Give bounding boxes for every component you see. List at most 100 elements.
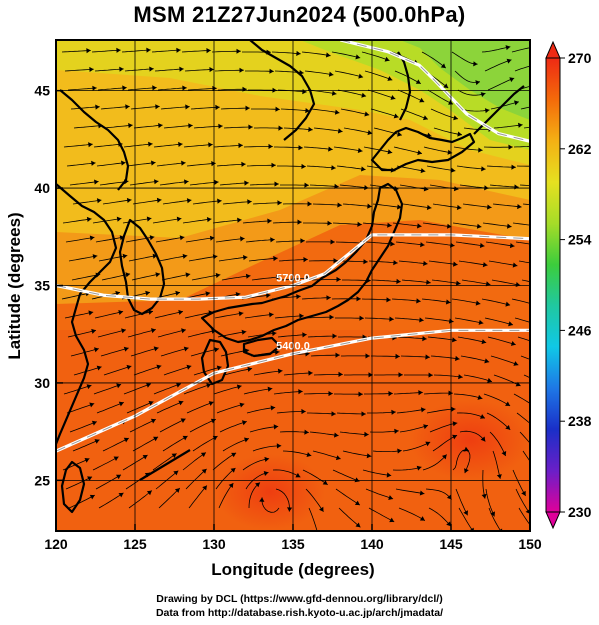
streamline-arrowhead (218, 123, 223, 129)
y-axis: 25 30 35 40 45 (34, 83, 63, 488)
streamline (193, 366, 222, 376)
streamline-arrowhead (183, 346, 189, 352)
streamline-arrowhead (119, 66, 124, 72)
streamline-arrowhead (446, 521, 451, 527)
ryukyu-islands (139, 449, 191, 481)
streamline (282, 450, 312, 457)
streamline (154, 311, 184, 319)
streamline-arrowhead (206, 217, 212, 223)
streamline (454, 70, 481, 83)
streamline (343, 127, 373, 134)
streamline (399, 425, 429, 433)
streamline-arrowhead (217, 198, 222, 204)
streamline (311, 279, 341, 281)
streamline (218, 256, 248, 262)
streamline (126, 401, 154, 414)
streamline (245, 239, 275, 243)
streamline (307, 412, 336, 415)
streamline-arrowhead (211, 161, 216, 167)
streamline (367, 89, 396, 100)
streamline-arrowhead (173, 470, 179, 476)
streamline (369, 430, 399, 433)
streamline-arrowhead (185, 272, 191, 278)
streamline (62, 218, 92, 224)
streamline-arrowhead (423, 186, 429, 192)
streamline-arrowhead (505, 301, 511, 307)
y-tick-label: 30 (34, 375, 50, 391)
streamline (313, 127, 343, 132)
streamline (520, 106, 530, 110)
streamline (490, 101, 519, 110)
streamline-arrowhead (419, 317, 424, 323)
streamline (279, 431, 309, 433)
streamline (188, 485, 208, 509)
streamline (462, 449, 471, 474)
streamline-arrowhead (121, 328, 126, 334)
streamline-arrowhead (87, 476, 93, 481)
streamline-arrowhead (368, 372, 373, 378)
streamline (511, 298, 530, 304)
streamline-arrowhead (91, 328, 96, 334)
streamline-arrowhead (274, 181, 279, 187)
colorbar-tick-label: 262 (568, 141, 592, 157)
streamline-arrowhead (397, 204, 402, 210)
streamline-arrowhead (393, 260, 398, 266)
streamline (310, 354, 340, 357)
streamline-arrowhead (235, 292, 241, 298)
streamline (223, 368, 253, 376)
streamline-arrowhead (538, 322, 543, 327)
streamline-arrowhead (366, 453, 372, 459)
streamline-arrowhead (238, 311, 244, 317)
streamline (161, 273, 191, 281)
streamline-arrowhead (534, 449, 539, 454)
streamline-arrowhead (417, 150, 422, 156)
streamline-arrowhead (95, 104, 100, 110)
streamline-arrowhead (446, 494, 452, 500)
streamline-arrowhead (521, 490, 526, 496)
streamline-arrowhead (478, 147, 483, 153)
streamline (522, 203, 530, 206)
streamline-arrowhead (334, 432, 339, 438)
streamline (281, 277, 311, 281)
streamline-arrowhead (354, 477, 360, 483)
streamline (421, 298, 451, 303)
streamline (127, 87, 157, 91)
streamline (101, 273, 131, 281)
streamline (157, 329, 186, 338)
streamline-arrowhead (329, 314, 334, 320)
streamline (72, 439, 100, 452)
streamline (487, 336, 516, 346)
streamline-arrowhead (215, 272, 221, 278)
streamline (486, 165, 516, 168)
streamline-arrowhead (96, 365, 102, 371)
streamline (433, 374, 463, 378)
streamline-arrowhead (277, 368, 283, 374)
streamline (191, 274, 221, 281)
streamline (68, 494, 95, 509)
streamline-arrowhead (428, 372, 433, 378)
streamline (332, 469, 360, 482)
streamline-arrowhead (333, 258, 338, 264)
streamline (372, 450, 402, 452)
streamline-arrowhead (331, 90, 337, 96)
streamline (133, 124, 163, 129)
streamline (215, 238, 245, 243)
streamline (459, 430, 486, 442)
streamline (512, 469, 526, 497)
streamline-arrowhead (236, 48, 241, 54)
streamline-arrowhead (501, 451, 507, 456)
streamline (124, 310, 154, 319)
streamline-arrowhead (452, 421, 458, 427)
streamline-arrowhead (420, 242, 425, 248)
streamline-arrowhead (146, 490, 152, 496)
streamline (427, 89, 454, 105)
wind-streamlines (61, 45, 543, 531)
streamline (163, 125, 193, 129)
streamline-arrowhead (94, 347, 99, 353)
streamline-arrowhead (396, 278, 401, 284)
streamline (63, 143, 93, 148)
streamline-arrowhead (328, 71, 334, 77)
streamline-arrowhead (331, 165, 336, 171)
streamline-arrowhead (113, 456, 119, 461)
